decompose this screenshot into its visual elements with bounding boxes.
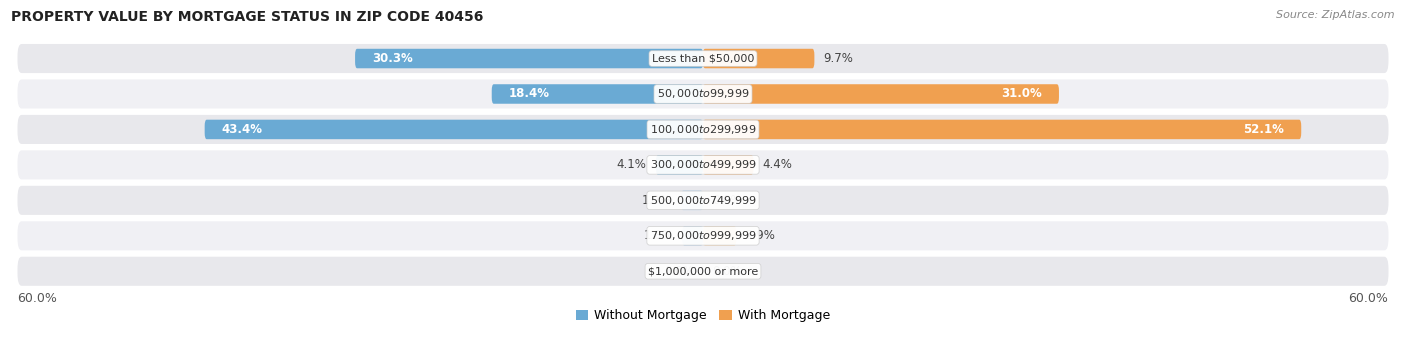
Text: 4.1%: 4.1% bbox=[617, 158, 647, 171]
Legend: Without Mortgage, With Mortgage: Without Mortgage, With Mortgage bbox=[571, 304, 835, 327]
Text: 18.4%: 18.4% bbox=[509, 87, 550, 101]
Text: 52.1%: 52.1% bbox=[1243, 123, 1284, 136]
Text: PROPERTY VALUE BY MORTGAGE STATUS IN ZIP CODE 40456: PROPERTY VALUE BY MORTGAGE STATUS IN ZIP… bbox=[11, 10, 484, 24]
Text: 1.8%: 1.8% bbox=[644, 229, 673, 242]
Text: 4.4%: 4.4% bbox=[762, 158, 793, 171]
FancyBboxPatch shape bbox=[492, 84, 703, 104]
Text: $500,000 to $749,999: $500,000 to $749,999 bbox=[650, 194, 756, 207]
Text: 0.0%: 0.0% bbox=[713, 265, 742, 278]
Text: Less than $50,000: Less than $50,000 bbox=[652, 53, 754, 64]
Text: $300,000 to $499,999: $300,000 to $499,999 bbox=[650, 158, 756, 171]
FancyBboxPatch shape bbox=[17, 44, 1389, 73]
Text: $50,000 to $99,999: $50,000 to $99,999 bbox=[657, 87, 749, 101]
FancyBboxPatch shape bbox=[17, 257, 1389, 286]
FancyBboxPatch shape bbox=[356, 49, 703, 68]
FancyBboxPatch shape bbox=[681, 191, 703, 210]
Text: Source: ZipAtlas.com: Source: ZipAtlas.com bbox=[1277, 10, 1395, 20]
FancyBboxPatch shape bbox=[703, 155, 754, 175]
Text: 43.4%: 43.4% bbox=[222, 123, 263, 136]
Text: 0.0%: 0.0% bbox=[713, 194, 742, 207]
FancyBboxPatch shape bbox=[703, 226, 737, 245]
FancyBboxPatch shape bbox=[17, 80, 1389, 108]
Text: 2.9%: 2.9% bbox=[745, 229, 775, 242]
Text: $1,000,000 or more: $1,000,000 or more bbox=[648, 266, 758, 276]
Text: 0.0%: 0.0% bbox=[664, 265, 693, 278]
FancyBboxPatch shape bbox=[17, 186, 1389, 215]
FancyBboxPatch shape bbox=[17, 115, 1389, 144]
FancyBboxPatch shape bbox=[703, 49, 814, 68]
Text: 31.0%: 31.0% bbox=[1001, 87, 1042, 101]
FancyBboxPatch shape bbox=[657, 155, 703, 175]
Text: 9.7%: 9.7% bbox=[824, 52, 853, 65]
FancyBboxPatch shape bbox=[17, 150, 1389, 180]
Text: $100,000 to $299,999: $100,000 to $299,999 bbox=[650, 123, 756, 136]
Text: 60.0%: 60.0% bbox=[17, 292, 58, 305]
Text: 30.3%: 30.3% bbox=[373, 52, 413, 65]
Text: $750,000 to $999,999: $750,000 to $999,999 bbox=[650, 229, 756, 242]
FancyBboxPatch shape bbox=[703, 120, 1301, 139]
FancyBboxPatch shape bbox=[682, 226, 703, 245]
Text: 1.9%: 1.9% bbox=[643, 194, 672, 207]
FancyBboxPatch shape bbox=[703, 84, 1059, 104]
FancyBboxPatch shape bbox=[205, 120, 703, 139]
FancyBboxPatch shape bbox=[17, 221, 1389, 250]
Text: 60.0%: 60.0% bbox=[1348, 292, 1389, 305]
